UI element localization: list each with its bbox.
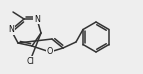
Text: N: N <box>8 26 14 34</box>
Text: O: O <box>47 48 53 57</box>
Text: N: N <box>34 15 40 24</box>
Text: Cl: Cl <box>26 57 34 65</box>
